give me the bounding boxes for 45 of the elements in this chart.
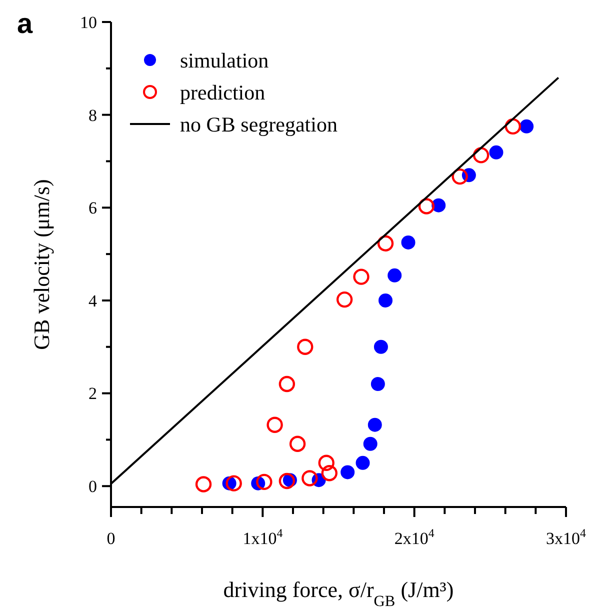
point (418, 198, 435, 214)
point (363, 436, 378, 451)
point (302, 470, 318, 486)
point (340, 465, 355, 480)
x-tick-label: 0 (106, 528, 116, 548)
y-tick-label: 2 (88, 384, 97, 404)
point (278, 376, 296, 392)
point (368, 418, 382, 432)
point (504, 118, 522, 135)
point (388, 268, 402, 282)
point (318, 454, 334, 472)
point (297, 338, 314, 355)
point (472, 147, 490, 164)
x-axis-title: driving force, σ/r$_{GB}$ (J/m³) (223, 577, 454, 607)
point (377, 235, 394, 252)
point (401, 235, 416, 250)
x-tick-label: 1x10$^{4}$ (242, 526, 283, 548)
point (321, 465, 338, 482)
point (353, 268, 370, 285)
point (452, 168, 468, 185)
point (489, 145, 504, 160)
point (256, 474, 272, 490)
legend-label: simulation (180, 48, 270, 72)
point (336, 291, 353, 308)
x-tick-label: 2x10$^{4}$ (394, 526, 434, 548)
legend-label: no GB segregation (180, 112, 338, 136)
point (226, 475, 242, 492)
point (370, 377, 385, 392)
x-tick-label: 3x10$^{4}$ (546, 526, 586, 548)
y-tick-label: 4 (88, 291, 98, 310)
point (356, 456, 370, 470)
legend-label: prediction (180, 80, 266, 104)
y-tick-label: 6 (88, 198, 97, 218)
point (374, 340, 388, 354)
y-tick-label: 0 (88, 477, 97, 496)
point (278, 472, 296, 490)
point (378, 293, 393, 308)
y-axis-title: GB velocity (μm/s) (29, 179, 54, 350)
y-tick-label: 8 (88, 106, 97, 125)
point (289, 436, 306, 452)
point (266, 416, 283, 433)
text: a (17, 8, 33, 39)
point (520, 119, 534, 134)
point (195, 476, 212, 492)
y-tick-label: 10 (80, 12, 97, 32)
